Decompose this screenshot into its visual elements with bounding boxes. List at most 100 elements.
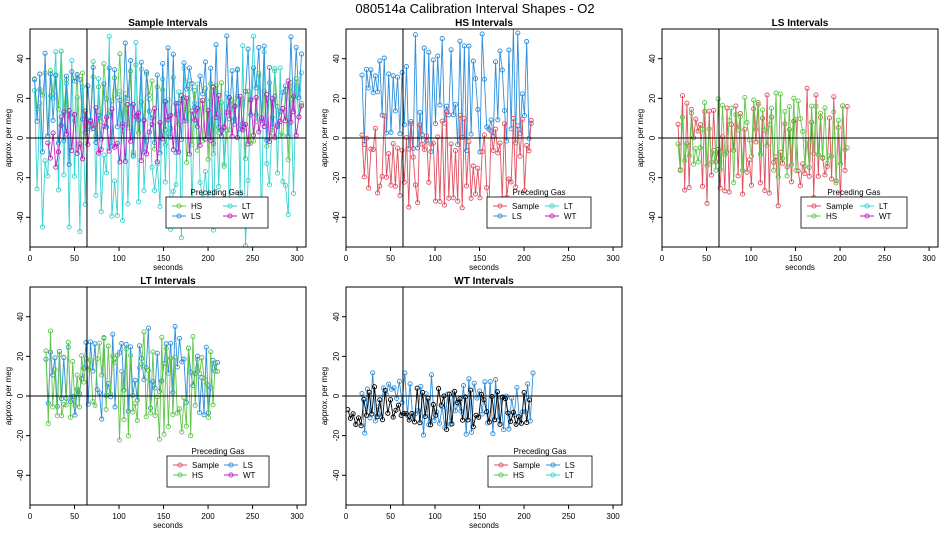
data-point-ls xyxy=(106,65,112,71)
data-point-ls xyxy=(112,67,118,73)
x-tick-label: 100 xyxy=(428,512,442,521)
data-point-ref xyxy=(492,417,498,423)
data-point-ref xyxy=(382,387,388,394)
data-point-hs xyxy=(675,141,681,147)
data-point-hs xyxy=(788,161,795,168)
panel-title: HS Intervals xyxy=(455,18,513,29)
data-point-hs xyxy=(261,88,267,94)
legend-label: Sample xyxy=(512,202,540,211)
data-point-ref xyxy=(363,412,370,418)
data-point-wt xyxy=(173,100,179,107)
data-point-ls xyxy=(245,46,251,52)
data-point-wt xyxy=(45,140,51,146)
data-point-sample xyxy=(809,119,815,125)
data-point-lt xyxy=(101,152,107,158)
x-tick-label: 200 xyxy=(833,254,847,263)
series-line-hs xyxy=(45,330,218,441)
legend-swatch-marker xyxy=(497,203,503,209)
data-point-ls xyxy=(181,60,187,66)
data-point-wt xyxy=(288,119,294,125)
data-point-ls xyxy=(248,112,254,118)
data-point-ref xyxy=(524,420,530,426)
legend-swatch-marker xyxy=(498,472,504,478)
data-point-hs xyxy=(128,352,134,359)
data-point-ls xyxy=(395,74,401,80)
data-point-hs xyxy=(192,402,198,408)
data-point-hs xyxy=(757,151,763,157)
data-point-hs xyxy=(184,159,190,166)
data-point-ls xyxy=(145,325,151,331)
data-point-sample xyxy=(822,172,828,178)
data-point-hs xyxy=(83,356,89,362)
data-point-hs xyxy=(141,329,147,335)
data-point-ls xyxy=(98,136,104,142)
data-point-lt xyxy=(264,161,270,167)
data-point-wt xyxy=(138,158,144,164)
data-point-hs xyxy=(170,74,176,81)
data-point-hs xyxy=(81,379,87,385)
data-point-ls xyxy=(192,104,198,110)
legend-swatch-marker xyxy=(228,462,234,468)
data-point-wt xyxy=(117,159,123,165)
data-point-hs xyxy=(205,414,212,421)
data-point-ls xyxy=(448,47,454,53)
data-point-ls xyxy=(63,73,70,79)
data-point-hs xyxy=(172,354,178,361)
data-point-wt xyxy=(112,144,118,150)
data-point-sample xyxy=(481,132,487,138)
x-tick-label: 250 xyxy=(562,254,576,263)
data-point-ls xyxy=(173,150,179,156)
legend-item-wt: WT xyxy=(860,212,892,221)
data-point-ref xyxy=(481,397,487,403)
legend-label: HS xyxy=(192,471,203,480)
data-point-sample xyxy=(395,145,401,151)
data-point-hs xyxy=(684,141,690,147)
data-point-ls xyxy=(468,131,474,137)
data-point-ls xyxy=(437,102,443,108)
data-point-wt xyxy=(120,121,126,127)
data-point-hs xyxy=(824,161,830,167)
data-point-wt xyxy=(224,109,230,116)
legend-swatch-marker xyxy=(227,213,233,219)
data-point-sample xyxy=(466,139,472,145)
data-point-ls xyxy=(359,72,365,78)
data-point-ref xyxy=(409,410,415,417)
data-point-sample xyxy=(419,141,425,147)
data-point-sample xyxy=(368,146,374,152)
data-point-hs xyxy=(179,429,185,435)
data-point-ref xyxy=(460,417,466,423)
data-point-ls xyxy=(482,379,488,385)
data-point-ls xyxy=(403,64,410,70)
x-tick-label: 0 xyxy=(344,254,349,263)
data-point-lt xyxy=(146,97,152,103)
x-tick-label: 50 xyxy=(386,512,395,521)
data-point-ls xyxy=(481,76,487,82)
data-point-ls xyxy=(214,359,220,365)
data-point-ref xyxy=(521,389,527,396)
data-point-hs xyxy=(782,109,788,115)
data-point-ref xyxy=(393,407,399,413)
y-tick-label: 40 xyxy=(648,54,657,63)
legend-label: LS xyxy=(565,461,575,470)
data-point-sample xyxy=(457,112,463,118)
data-point-wt xyxy=(109,106,115,112)
data-point-hs xyxy=(820,154,826,160)
data-point-ls xyxy=(61,138,67,144)
data-point-hs xyxy=(132,400,138,407)
series-line-hs xyxy=(677,93,848,183)
data-point-ls xyxy=(146,108,152,114)
data-point-ls xyxy=(154,72,160,78)
data-point-hs xyxy=(717,167,723,173)
data-point-hs xyxy=(737,114,743,120)
data-point-ref xyxy=(355,415,362,421)
data-point-hs xyxy=(775,174,781,180)
data-point-ls xyxy=(466,376,472,382)
data-point-sample xyxy=(459,205,465,211)
legend-item-hs: HS xyxy=(173,471,203,480)
data-point-ref xyxy=(422,413,428,420)
data-point-ls xyxy=(426,49,432,55)
data-point-wt xyxy=(90,125,96,132)
x-tick-label: 100 xyxy=(428,254,442,263)
